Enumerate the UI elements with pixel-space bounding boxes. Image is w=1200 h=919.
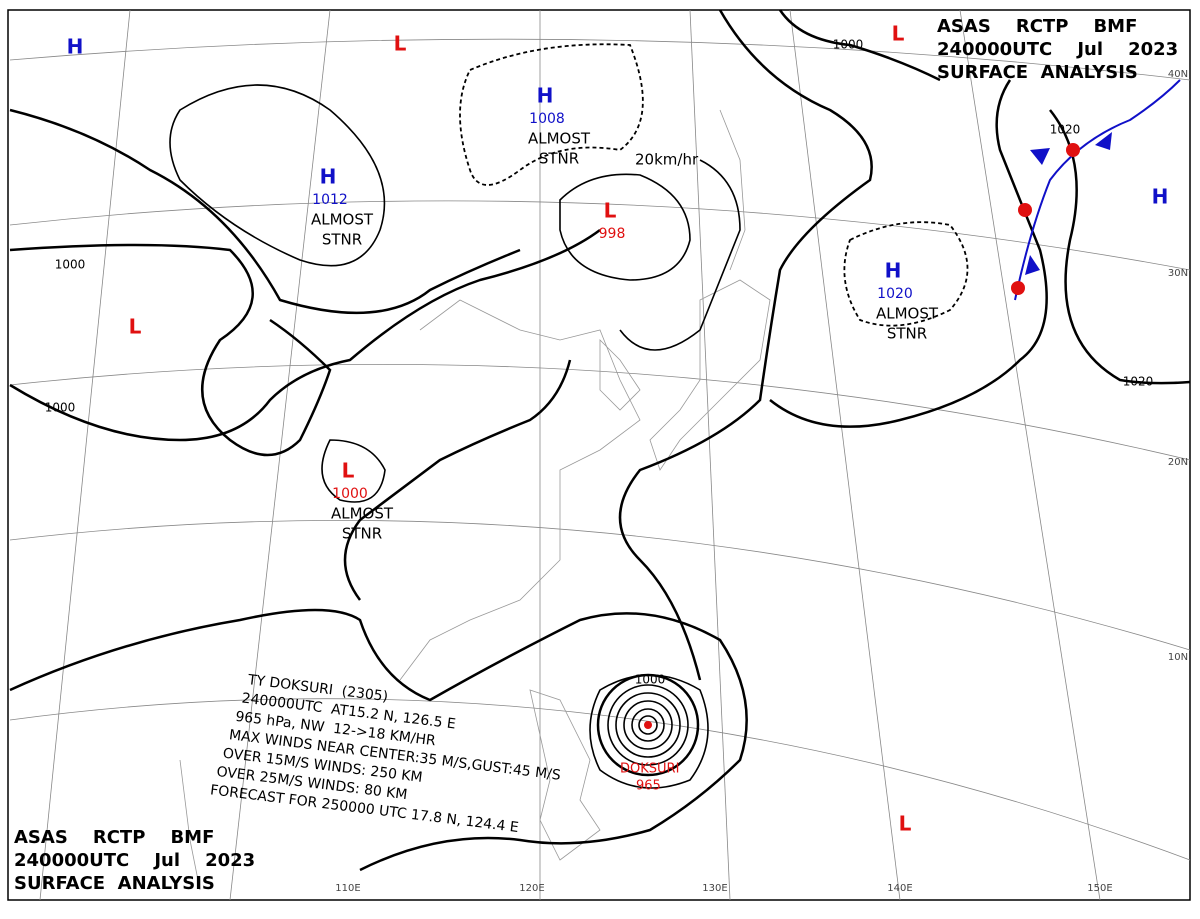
latitude-label: 20N — [1168, 457, 1188, 468]
isobars — [9, 9, 1191, 872]
header-line: 240000UTC Jul 2023 — [14, 850, 255, 871]
system-pressure: 998 — [599, 226, 626, 242]
typhoon-name: DOKSURI — [620, 762, 679, 777]
map-frame — [7, 9, 1191, 901]
system-symbol: L — [604, 199, 617, 223]
coastlines — [179, 109, 771, 891]
system-note: STNR — [322, 231, 362, 249]
isobar-label: 1000 — [635, 673, 666, 687]
header-line: ASAS RCTP BMF — [14, 827, 214, 848]
header-line: 240000UTC Jul 2023 — [937, 39, 1178, 60]
system-symbol: L — [892, 22, 905, 46]
system-symbol: L — [394, 32, 407, 56]
system-symbol: H — [67, 35, 84, 59]
isobar-label: 1020 — [1123, 375, 1154, 389]
latitude-label: 30N — [1168, 268, 1188, 279]
system-symbol: H — [1152, 185, 1169, 209]
system-note: STNR — [887, 325, 927, 343]
longitude-label: 110E — [335, 883, 360, 894]
system-pressure: 1020 — [877, 286, 913, 302]
system-note: STNR — [539, 150, 579, 168]
isobar-label: 1000 — [833, 38, 864, 52]
front — [1011, 79, 1181, 301]
system-pressure: 1012 — [312, 192, 348, 208]
system-note: ALMOST — [331, 505, 394, 523]
system-symbol: L — [129, 315, 142, 339]
longitude-label: 150E — [1087, 883, 1112, 894]
system-symbol: H — [320, 165, 337, 189]
system-pressure: 1008 — [529, 111, 565, 127]
latitude-label: 10N — [1168, 652, 1188, 663]
system-note: ALMOST — [311, 211, 374, 229]
isobar-label: 1020 — [1050, 123, 1081, 137]
longitude-label: 120E — [519, 883, 544, 894]
latitude-label: 40N — [1168, 69, 1188, 80]
isobar-label: 1000 — [55, 258, 86, 272]
header-line: SURFACE ANALYSIS — [937, 62, 1138, 83]
graticule — [9, 9, 1191, 901]
typhoon-eye — [644, 721, 652, 729]
header-line: SURFACE ANALYSIS — [14, 873, 215, 894]
system-pressure: 1000 — [332, 486, 368, 502]
speed-label: 20km/hr — [635, 151, 699, 169]
isobar-label: 1000 — [45, 401, 76, 415]
system-symbol: H — [537, 84, 554, 108]
header-line: ASAS RCTP BMF — [937, 16, 1137, 37]
longitude-label: 130E — [702, 883, 727, 894]
system-note: STNR — [342, 525, 382, 543]
typhoon-pressure: 965 — [636, 779, 661, 794]
system-symbol: H — [885, 259, 902, 283]
system-symbol: L — [342, 459, 355, 483]
system-note: ALMOST — [876, 305, 939, 323]
system-note: ALMOST — [528, 130, 591, 148]
longitude-label: 140E — [887, 883, 912, 894]
system-symbol: L — [899, 812, 912, 836]
